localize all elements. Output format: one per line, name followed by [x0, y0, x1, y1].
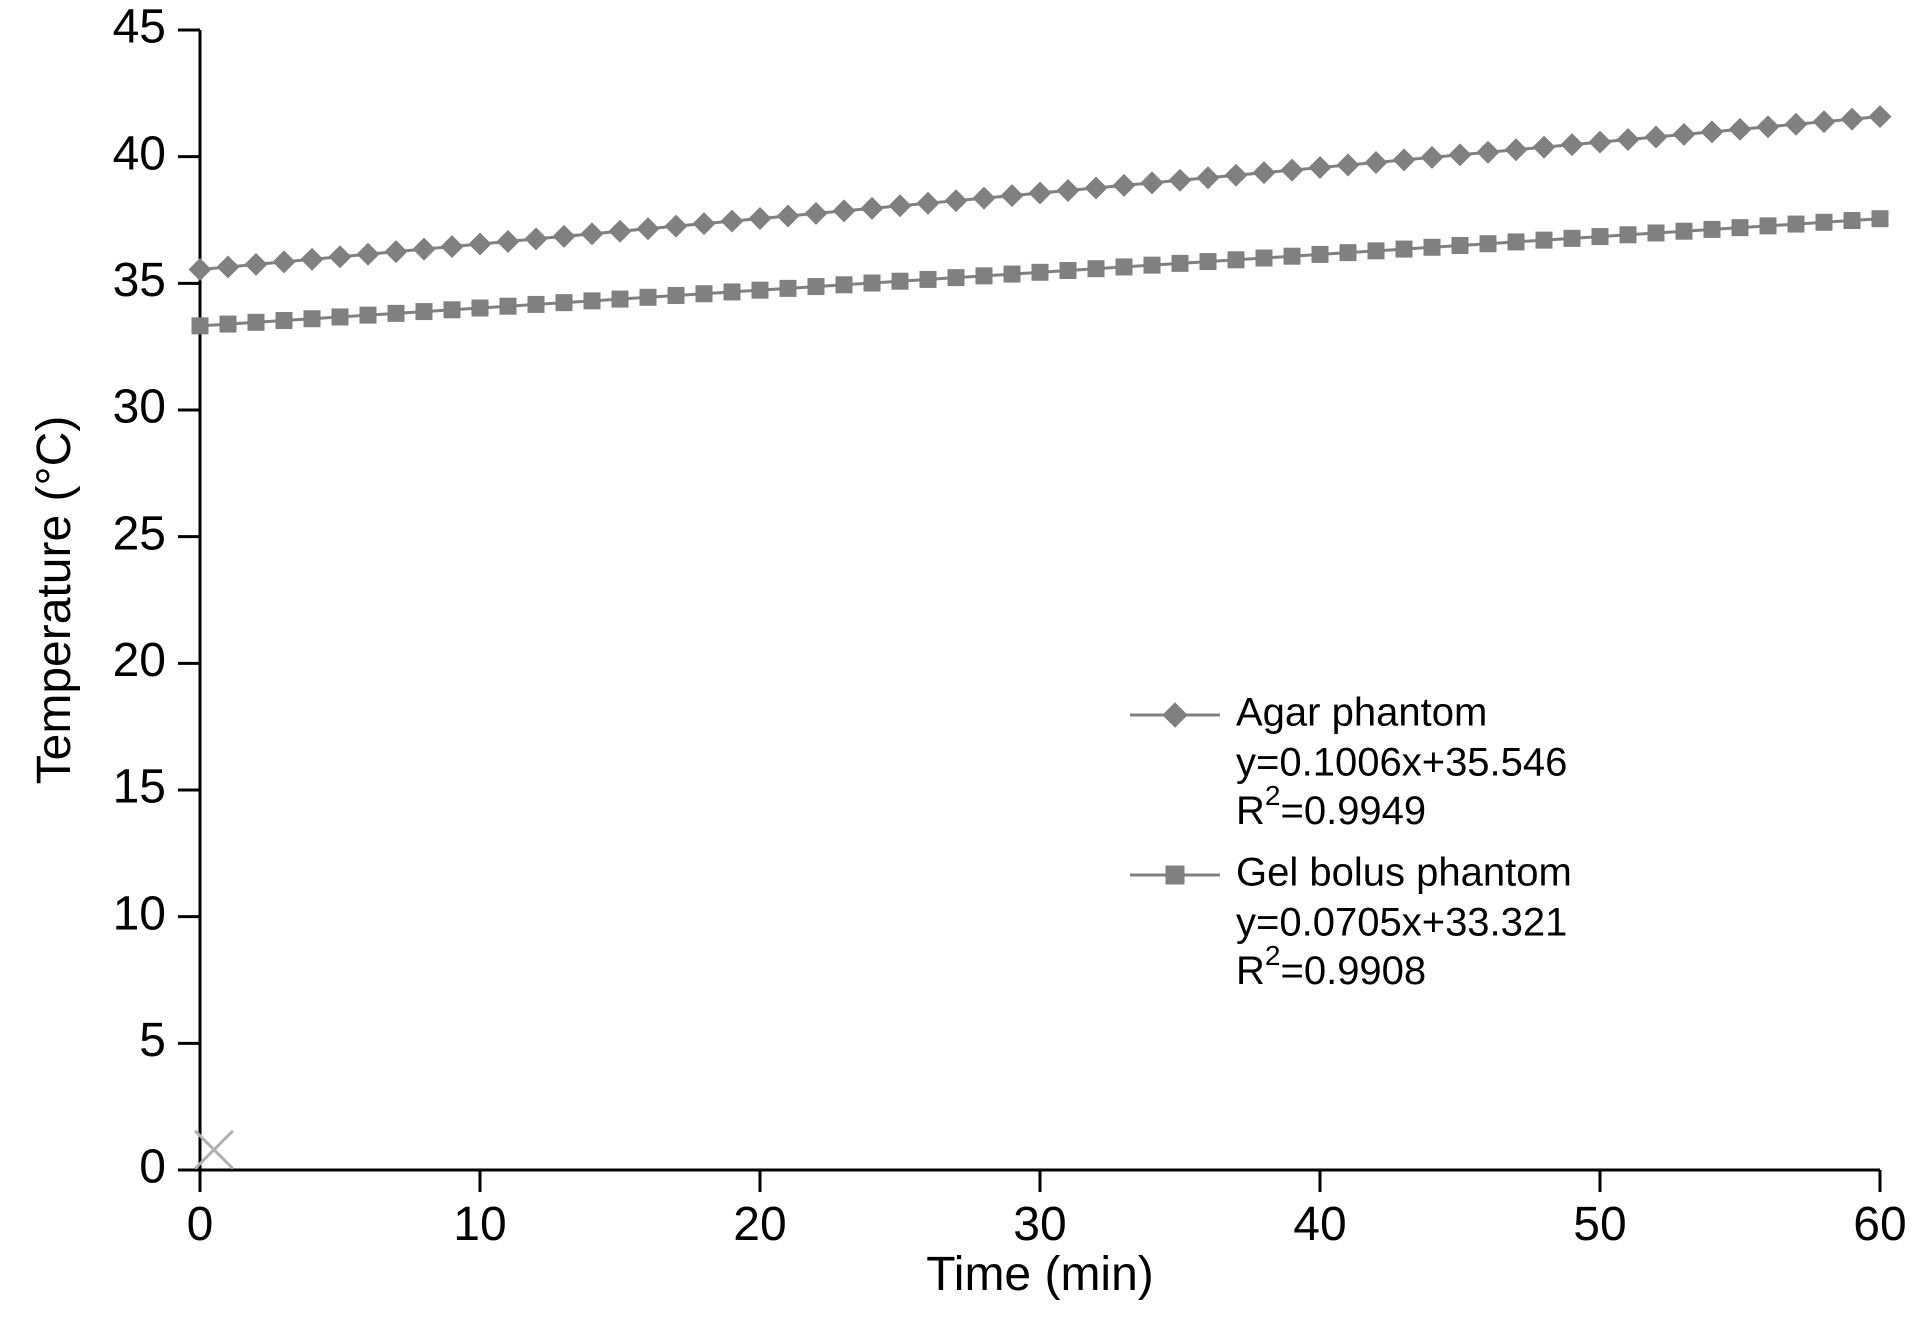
y-tick-label: 10: [113, 887, 166, 940]
x-tick-label: 60: [1853, 1198, 1906, 1251]
y-tick-label: 45: [113, 1, 166, 54]
y-tick-label: 35: [113, 254, 166, 307]
x-tick-label: 10: [453, 1198, 506, 1251]
y-tick-label: 5: [139, 1014, 166, 1067]
x-tick-label: 30: [1013, 1198, 1066, 1251]
legend-eq-gel-1: R2=0.9908: [1236, 940, 1426, 993]
y-tick-label: 20: [113, 634, 166, 687]
y-tick-label: 40: [113, 127, 166, 180]
x-tick-label: 0: [187, 1198, 214, 1251]
y-axis-label: Temperature (°C): [28, 416, 81, 785]
chart-container: 0 5 10 15 20 25 30 35 40 45 0 10 20 30 40 50 60 Time (min…: [0, 0, 1920, 1336]
legend-eq-gel-0: y=0.0705x+33.321: [1236, 901, 1567, 945]
legend-eq-agar-1: R2=0.9949: [1236, 780, 1426, 833]
temperature-chart: 0 5 10 15 20 25 30 35 40 45 0 10 20 30 40 50 60 Time (min…: [0, 0, 1920, 1336]
x-tick-label: 20: [733, 1198, 786, 1251]
x-tick-label: 50: [1573, 1198, 1626, 1251]
x-axis-label: Time (min): [926, 1248, 1154, 1301]
y-tick-label: 25: [113, 507, 166, 560]
y-tick-label: 0: [139, 1141, 166, 1194]
x-tick-label: 40: [1293, 1198, 1346, 1251]
y-tick-label: 15: [113, 761, 166, 814]
y-tick-label: 30: [113, 381, 166, 434]
legend-label-gel: Gel bolus phantom: [1236, 851, 1572, 895]
legend-label-agar: Agar phantom: [1236, 691, 1487, 735]
legend-eq-agar-0: y=0.1006x+35.546: [1236, 741, 1567, 785]
